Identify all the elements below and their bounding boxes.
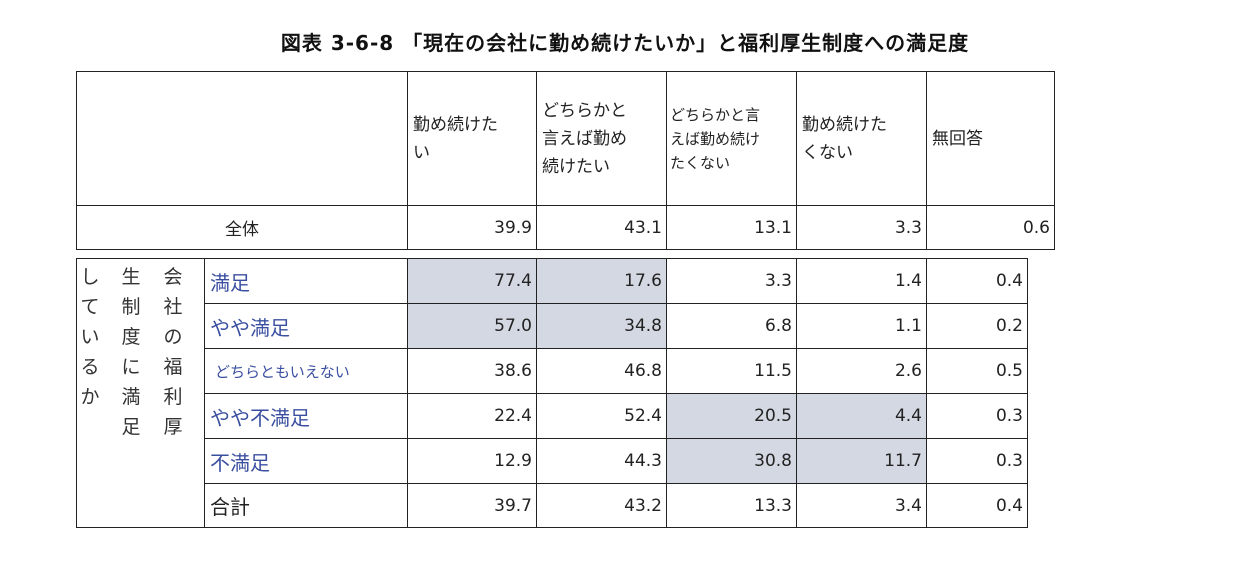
cell-value: 44.3 <box>536 438 667 484</box>
cell-value: 11.7 <box>796 438 927 484</box>
cell-value: 0.4 <box>926 483 1028 528</box>
table-row: しているか 生制度に満足 会社の福利厚 満足 77.4 17.6 3.3 1.4… <box>76 258 1028 528</box>
cell-value: 12.9 <box>407 438 537 484</box>
cell-value: 4.4 <box>796 393 927 439</box>
cell-value: 3.4 <box>796 483 927 528</box>
cell-value: 13.3 <box>666 483 797 528</box>
cell-value: 0.2 <box>926 303 1028 349</box>
header-corner-cell <box>76 71 408 206</box>
cell-value: 57.0 <box>407 303 537 349</box>
overall-value: 3.3 <box>796 205 927 250</box>
side-label-col-2: 生制度に満足 <box>121 266 141 438</box>
overall-value: 13.1 <box>666 205 797 250</box>
row-label-total: 合計 <box>204 483 408 528</box>
satisfaction-table: しているか 生制度に満足 会社の福利厚 満足 77.4 17.6 3.3 1.4… <box>76 258 1028 528</box>
cell-value: 30.8 <box>666 438 797 484</box>
cell-value: 0.3 <box>926 393 1028 439</box>
col-header-4: 勤め続けた くない <box>796 71 927 206</box>
side-label-col-1: しているか <box>80 266 100 408</box>
cell-value: 52.4 <box>536 393 667 439</box>
cell-value: 0.3 <box>926 438 1028 484</box>
cell-value: 1.4 <box>796 258 927 304</box>
header-row: 勤め続けた い どちらかと 言えば勤め 続けたい どちらかと言 えば勤め続け た… <box>76 71 1055 206</box>
overall-value: 0.6 <box>926 205 1055 250</box>
row-label-somewhat-satisfied: やや満足 <box>204 303 408 349</box>
side-label: しているか 生制度に満足 会社の福利厚 <box>76 258 205 528</box>
side-label-col-3: 会社の福利厚 <box>163 266 183 438</box>
overall-value: 39.9 <box>407 205 537 250</box>
header-table: 勤め続けた い どちらかと 言えば勤め 続けたい どちらかと言 えば勤め続け た… <box>76 71 1055 250</box>
row-label-somewhat-dissatisfied: やや不満足 <box>204 393 408 439</box>
cell-value: 2.6 <box>796 348 927 394</box>
cell-value: 22.4 <box>407 393 537 439</box>
cell-value: 0.5 <box>926 348 1028 394</box>
cell-value: 17.6 <box>536 258 667 304</box>
row-label-satisfied: 満足 <box>204 258 408 304</box>
figure-title: 図表 3-6-8 「現在の会社に勤め続けたいか」と福利厚生制度への満足度 <box>280 31 970 55</box>
col-header-5: 無回答 <box>926 71 1055 206</box>
cell-value: 3.3 <box>666 258 797 304</box>
table-row: やや不満足 22.4 52.4 20.5 4.4 0.3 <box>77 393 1028 439</box>
cell-value: 34.8 <box>536 303 667 349</box>
cell-value: 0.4 <box>926 258 1028 304</box>
cell-value: 46.8 <box>536 348 667 394</box>
row-label-dissatisfied: 不満足 <box>204 438 408 484</box>
cell-value: 11.5 <box>666 348 797 394</box>
table-row: どちらともいえない 38.6 46.8 11.5 2.6 0.5 <box>77 348 1028 394</box>
cell-value: 39.7 <box>407 483 537 528</box>
table-row: やや満足 57.0 34.8 6.8 1.1 0.2 <box>77 303 1028 349</box>
col-header-1: 勤め続けた い <box>407 71 537 206</box>
overall-value: 43.1 <box>536 205 667 250</box>
overall-row: 全体 39.9 43.1 13.1 3.3 0.6 <box>76 205 1055 250</box>
cell-value: 43.2 <box>536 483 667 528</box>
cell-value: 20.5 <box>666 393 797 439</box>
cell-value: 1.1 <box>796 303 927 349</box>
table-row: 不満足 12.9 44.3 30.8 11.7 0.3 <box>77 438 1028 484</box>
row-label-neutral: どちらともいえない <box>204 348 408 394</box>
cell-value: 77.4 <box>407 258 537 304</box>
overall-label: 全体 <box>76 205 408 250</box>
table-row: 合計 39.7 43.2 13.3 3.4 0.4 <box>77 483 1028 528</box>
col-header-3: どちらかと言 えば勤め続け たくない <box>666 71 797 206</box>
cell-value: 6.8 <box>666 303 797 349</box>
cell-value: 38.6 <box>407 348 537 394</box>
col-header-2: どちらかと 言えば勤め 続けたい <box>536 71 667 206</box>
